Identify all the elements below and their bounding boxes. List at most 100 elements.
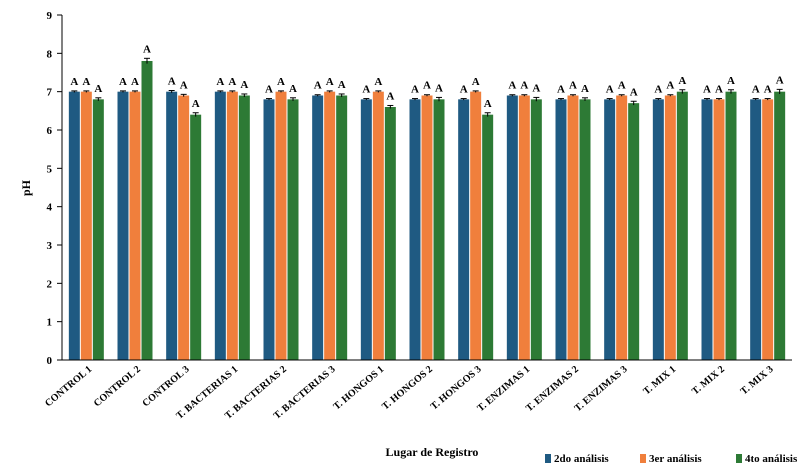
significance-label: A — [119, 76, 127, 88]
significance-label: A — [168, 76, 176, 88]
significance-label: A — [411, 84, 419, 96]
legend: 2do análisis 3er análisis 4to análisis — [545, 453, 798, 465]
y-axis-title: pH — [19, 179, 33, 196]
significance-label: A — [460, 84, 468, 96]
bar — [506, 95, 518, 360]
bar — [226, 91, 238, 361]
significance-label: A — [618, 80, 626, 92]
bar — [482, 114, 494, 361]
significance-label: A — [143, 43, 151, 55]
significance-label: A — [338, 79, 346, 91]
x-tick-label: CONTROL 3 — [140, 364, 191, 409]
legend-swatch — [640, 454, 646, 463]
significance-label: A — [423, 80, 431, 92]
significance-label: A — [727, 75, 735, 87]
significance-label: A — [435, 82, 443, 94]
significance-label: A — [764, 84, 772, 96]
y-tick-label: 9 — [47, 10, 53, 22]
bar — [312, 95, 324, 360]
bar — [336, 95, 348, 360]
y-tick-label: 8 — [47, 48, 53, 60]
significance-label: A — [180, 79, 188, 91]
bar — [360, 99, 372, 360]
bar — [178, 95, 190, 360]
significance-label: A — [678, 75, 686, 87]
bar — [384, 107, 396, 360]
bar — [275, 91, 287, 361]
bar — [80, 91, 92, 361]
bar — [409, 99, 421, 360]
x-tick-label: T. MIX 1 — [641, 364, 678, 397]
significance-label: A — [532, 82, 540, 94]
significance-label: A — [82, 76, 90, 88]
significance-label: A — [484, 98, 492, 110]
x-tick-label: T. HONGOS 1 — [331, 364, 386, 412]
significance-label: A — [581, 83, 589, 95]
bar — [664, 95, 676, 360]
x-tick-label: T. HONGOS 2 — [380, 364, 435, 412]
bar — [458, 99, 470, 360]
bar — [92, 99, 104, 360]
bar — [579, 99, 591, 360]
significance-label: A — [386, 90, 394, 102]
significance-label: A — [715, 84, 723, 96]
bar — [433, 99, 445, 360]
bar — [324, 91, 336, 361]
significance-label: A — [703, 84, 711, 96]
significance-label: A — [277, 76, 285, 88]
legend-label: 4to análisis — [745, 453, 798, 465]
bar — [117, 91, 129, 361]
bar — [725, 91, 737, 361]
significance-label: A — [94, 83, 102, 95]
bar — [68, 91, 80, 361]
bar — [604, 99, 616, 360]
bar — [518, 95, 530, 360]
significance-label: A — [289, 83, 297, 95]
bar — [750, 99, 762, 360]
significance-label: A — [374, 76, 382, 88]
bar-marks — [68, 57, 786, 361]
bar — [141, 61, 153, 360]
bar — [628, 103, 640, 361]
significance-label: A — [666, 80, 674, 92]
bar — [129, 91, 141, 361]
significance-label: A — [520, 80, 528, 92]
y-tick-label: 7 — [47, 87, 53, 99]
x-tick-label: CONTROL 1 — [43, 364, 94, 409]
bar — [238, 95, 250, 360]
bar — [287, 99, 299, 360]
significance-label: A — [362, 84, 370, 96]
bar — [190, 114, 202, 361]
significance-label: A — [606, 84, 614, 96]
bar — [555, 99, 567, 360]
y-tick-label: 6 — [47, 125, 53, 137]
x-tick-label: T. ENZIMAS 3 — [573, 364, 630, 414]
y-tick-label: 4 — [47, 202, 53, 214]
significance-label: A — [314, 80, 322, 92]
significance-label: A — [508, 80, 516, 92]
y-tick-label: 5 — [47, 163, 53, 175]
significance-label: A — [654, 84, 662, 96]
significance-label: A — [776, 74, 784, 86]
significance-label: A — [70, 76, 78, 88]
bar — [214, 91, 226, 361]
significance-label: A — [265, 84, 273, 96]
significance-label: A — [240, 79, 248, 91]
bar — [166, 91, 178, 361]
y-tick-label: 3 — [47, 240, 53, 252]
significance-label: A — [216, 76, 224, 88]
legend-label: 3er análisis — [649, 453, 702, 465]
bar — [652, 99, 664, 360]
bar — [421, 95, 433, 360]
x-tick-label: T. MIX 3 — [739, 364, 776, 397]
significance-label: A — [192, 98, 200, 110]
bar — [762, 99, 774, 360]
significance-label: A — [228, 76, 236, 88]
legend-swatch — [545, 454, 551, 463]
significance-label: A — [630, 86, 638, 98]
significance-label: A — [326, 76, 334, 88]
y-axis-ticks: 0 1 2 3 4 5 6 7 8 9 — [47, 10, 62, 367]
